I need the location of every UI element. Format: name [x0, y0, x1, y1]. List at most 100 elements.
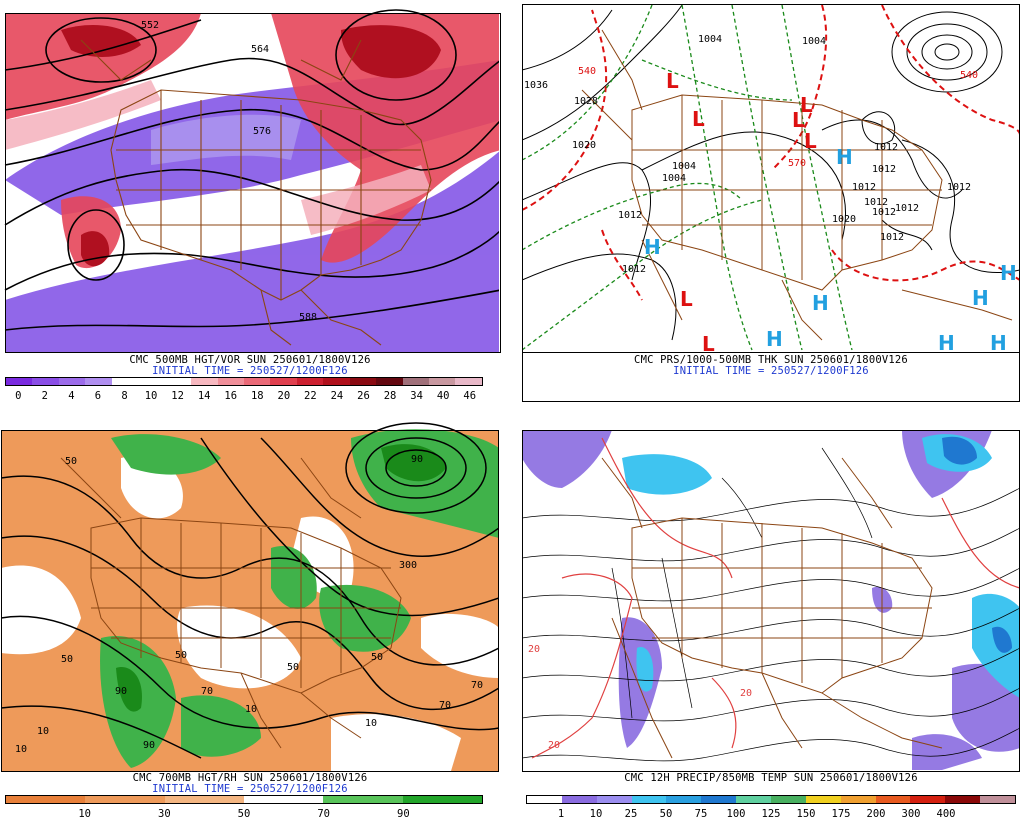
isobar-label: 1012	[622, 264, 646, 275]
colorbar-swatch	[164, 378, 192, 385]
isobar-label: 1004	[672, 161, 696, 172]
contour-label: 70	[201, 686, 213, 697]
isobar-label: 1012	[872, 207, 896, 218]
colorbar-label: 30	[158, 808, 171, 820]
contour-label: 90	[411, 454, 423, 465]
isobar-label: 1020	[572, 140, 596, 151]
colorbar-precip	[526, 795, 1016, 804]
colorbar-swatch	[455, 378, 482, 385]
colorbar-vorticity	[5, 377, 483, 386]
contour-label: 50	[61, 654, 73, 665]
colorbar-label: 20	[277, 390, 291, 402]
high-pressure-marker: H	[766, 327, 783, 351]
colorbar-label: 50	[237, 808, 251, 820]
contour-label: 10	[15, 744, 27, 755]
high-pressure-marker: H	[644, 235, 661, 259]
colorbar-swatch	[980, 796, 1016, 803]
colorbar-swatch	[701, 796, 737, 803]
isobar-label: 1012	[947, 182, 971, 193]
colorbar-swatch	[402, 796, 482, 803]
high-pressure-marker: H	[990, 331, 1007, 355]
colorbar-label: 150	[796, 808, 816, 820]
colorbar-label: 14	[197, 390, 211, 402]
colorbar-label: 400	[936, 808, 956, 820]
isobar-label: 1004	[802, 36, 826, 47]
contour-label: 10	[245, 704, 257, 715]
contour-label: 564	[251, 44, 269, 55]
colorbar-label: 300	[901, 808, 921, 820]
isobar-label: 1028	[574, 96, 598, 107]
colorbar-swatch	[164, 796, 244, 803]
colorbar-label: 12	[171, 390, 184, 402]
colorbar-swatch	[270, 378, 297, 385]
low-pressure-marker: L	[692, 107, 705, 131]
isobar-label: 1012	[618, 210, 642, 221]
colorbar-label: 16	[224, 390, 238, 402]
panel-pressure-thickness: H H H H H H H H L L L L L L L 1036 1028 …	[522, 0, 1020, 405]
low-pressure-marker: L	[800, 93, 813, 117]
isobar-label: 1012	[864, 197, 888, 208]
contour-label: 90	[115, 686, 127, 697]
contour-label: 50	[287, 662, 299, 673]
colorbar-label: 22	[304, 390, 317, 402]
contour-label: 70	[471, 680, 483, 691]
isobar-label: 1012	[895, 203, 919, 214]
high-pressure-marker: H	[938, 331, 955, 355]
contour-label: 50	[65, 456, 77, 467]
low-pressure-marker: L	[792, 108, 805, 132]
colorbar-swatch	[85, 796, 165, 803]
contour-label: 70	[439, 700, 451, 711]
panel-500mb-hgt-vort: 552 564 576 588 CMC 500MB HGT/VOR SUN 25…	[1, 0, 501, 405]
colorbar-label: 4	[68, 390, 75, 402]
colorbar-swatch	[32, 378, 59, 385]
colorbar-swatch	[596, 796, 632, 803]
colorbar-swatch	[296, 378, 324, 385]
colorbar-swatch	[771, 796, 806, 803]
colorbar-swatch	[349, 378, 377, 385]
low-pressure-marker: L	[702, 332, 715, 356]
contour-label: 50	[175, 650, 187, 661]
initial-time: INITIAL TIME = 250527/1200F126	[152, 783, 348, 795]
colorbar-swatch	[429, 378, 456, 385]
colorbar-label: 25	[624, 808, 638, 820]
map-pressure-thickness: H H H H H H H H L L L L L L L 1036 1028 …	[522, 4, 1020, 356]
colorbar-swatch	[666, 796, 702, 803]
isobar-label: 1012	[852, 182, 876, 193]
colorbar-swatch	[945, 796, 981, 803]
colorbar-label: 175	[831, 808, 851, 820]
low-pressure-marker: L	[804, 129, 817, 153]
map-700mb-rh: 50 50 90 10 70 50 10 90 300 50 70 10 10 …	[1, 422, 499, 771]
thickness-label: 570	[788, 158, 806, 169]
colorbar-label: 50	[659, 808, 673, 820]
colorbar-swatch	[6, 796, 86, 803]
colorbar-label: 10	[78, 808, 91, 820]
colorbar-swatch	[191, 378, 218, 385]
panel-700mb-hgt-rh: 50 50 90 10 70 50 10 90 300 50 70 10 10 …	[1, 418, 499, 823]
colorbar-swatch	[217, 378, 244, 385]
initial-time: INITIAL TIME = 250527/1200F126	[152, 365, 348, 377]
contour-label: 10	[37, 726, 49, 737]
colorbar-rh	[5, 795, 483, 804]
contour-label: 10	[365, 718, 377, 729]
initial-time: INITIAL TIME = 250527/1200F126	[673, 365, 869, 377]
high-pressure-marker: H	[1000, 261, 1017, 285]
colorbar-swatch	[527, 796, 562, 803]
colorbar-swatch	[402, 378, 429, 385]
colorbar-swatch	[6, 378, 33, 385]
panel-title: CMC PRS/1000-500MB THK SUN 250601/1800V1…	[634, 354, 908, 366]
high-pressure-marker: H	[836, 145, 853, 169]
colorbar-labels: 0 2 4 6 8 10 12 14 16 18 20 22 24 26 28 34 40 46	[5, 390, 483, 402]
isobar-label: 1012	[880, 232, 904, 243]
colorbar-label: 18	[250, 390, 264, 402]
colorbar-label: 90	[397, 808, 410, 820]
low-pressure-marker: L	[680, 287, 693, 311]
colorbar-label: 46	[463, 390, 477, 402]
colorbar-label: 26	[357, 390, 370, 402]
colorbar-swatch	[376, 378, 403, 385]
panel-outer-frame	[522, 4, 1020, 402]
colorbar-swatch	[910, 796, 946, 803]
panel-title: CMC 700MB HGT/RH SUN 250601/1800V126	[132, 772, 368, 784]
colorbar-label: 100	[726, 808, 746, 820]
colorbar-swatch	[111, 378, 139, 385]
colorbar-swatch	[243, 796, 324, 803]
